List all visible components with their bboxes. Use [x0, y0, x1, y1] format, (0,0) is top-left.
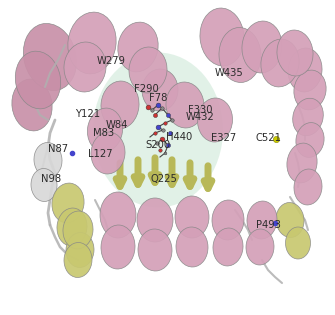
Text: H440: H440 [166, 132, 192, 142]
Text: N87: N87 [48, 144, 68, 154]
Ellipse shape [198, 98, 232, 142]
Ellipse shape [246, 229, 274, 265]
Text: E327: E327 [211, 133, 237, 143]
Ellipse shape [288, 48, 322, 92]
Ellipse shape [287, 143, 317, 183]
Ellipse shape [213, 228, 243, 266]
Ellipse shape [23, 24, 77, 90]
Text: Q225: Q225 [151, 174, 178, 184]
Text: F290: F290 [134, 84, 159, 94]
Ellipse shape [138, 229, 172, 271]
Ellipse shape [12, 79, 52, 131]
Ellipse shape [175, 196, 209, 238]
Ellipse shape [277, 30, 313, 76]
Ellipse shape [293, 98, 323, 136]
Text: W432: W432 [185, 112, 214, 123]
Ellipse shape [101, 81, 139, 129]
Text: W279: W279 [97, 56, 126, 66]
Text: P493: P493 [256, 220, 280, 230]
Ellipse shape [57, 208, 87, 246]
Ellipse shape [200, 8, 244, 66]
Ellipse shape [242, 21, 282, 73]
Text: F78: F78 [149, 93, 167, 103]
Text: L127: L127 [87, 149, 112, 159]
Ellipse shape [176, 227, 208, 267]
Text: W435: W435 [215, 68, 244, 78]
Ellipse shape [276, 203, 304, 238]
Ellipse shape [52, 183, 84, 223]
Ellipse shape [219, 27, 261, 83]
Text: M83: M83 [92, 128, 114, 138]
Ellipse shape [93, 53, 223, 208]
Ellipse shape [118, 22, 158, 72]
Ellipse shape [68, 12, 116, 74]
Ellipse shape [66, 232, 94, 267]
Text: C521: C521 [255, 133, 281, 143]
Text: F330: F330 [188, 105, 213, 115]
Ellipse shape [64, 243, 92, 278]
Ellipse shape [137, 198, 173, 242]
Ellipse shape [91, 132, 125, 174]
Text: Y121: Y121 [75, 109, 100, 119]
Ellipse shape [247, 201, 277, 239]
Ellipse shape [142, 69, 178, 111]
Ellipse shape [31, 169, 57, 202]
Text: W84: W84 [106, 120, 128, 130]
Ellipse shape [296, 123, 324, 158]
Text: N98: N98 [41, 174, 61, 184]
Ellipse shape [212, 200, 244, 240]
Ellipse shape [294, 169, 322, 205]
Ellipse shape [285, 227, 311, 259]
Ellipse shape [101, 225, 135, 269]
Text: S200: S200 [145, 140, 170, 150]
Ellipse shape [294, 70, 326, 110]
Ellipse shape [261, 39, 299, 87]
Ellipse shape [87, 108, 123, 152]
Ellipse shape [166, 82, 204, 128]
Ellipse shape [15, 51, 61, 109]
Ellipse shape [64, 42, 106, 92]
Ellipse shape [100, 192, 136, 238]
Ellipse shape [63, 211, 93, 249]
Ellipse shape [129, 47, 167, 93]
Ellipse shape [34, 142, 62, 177]
